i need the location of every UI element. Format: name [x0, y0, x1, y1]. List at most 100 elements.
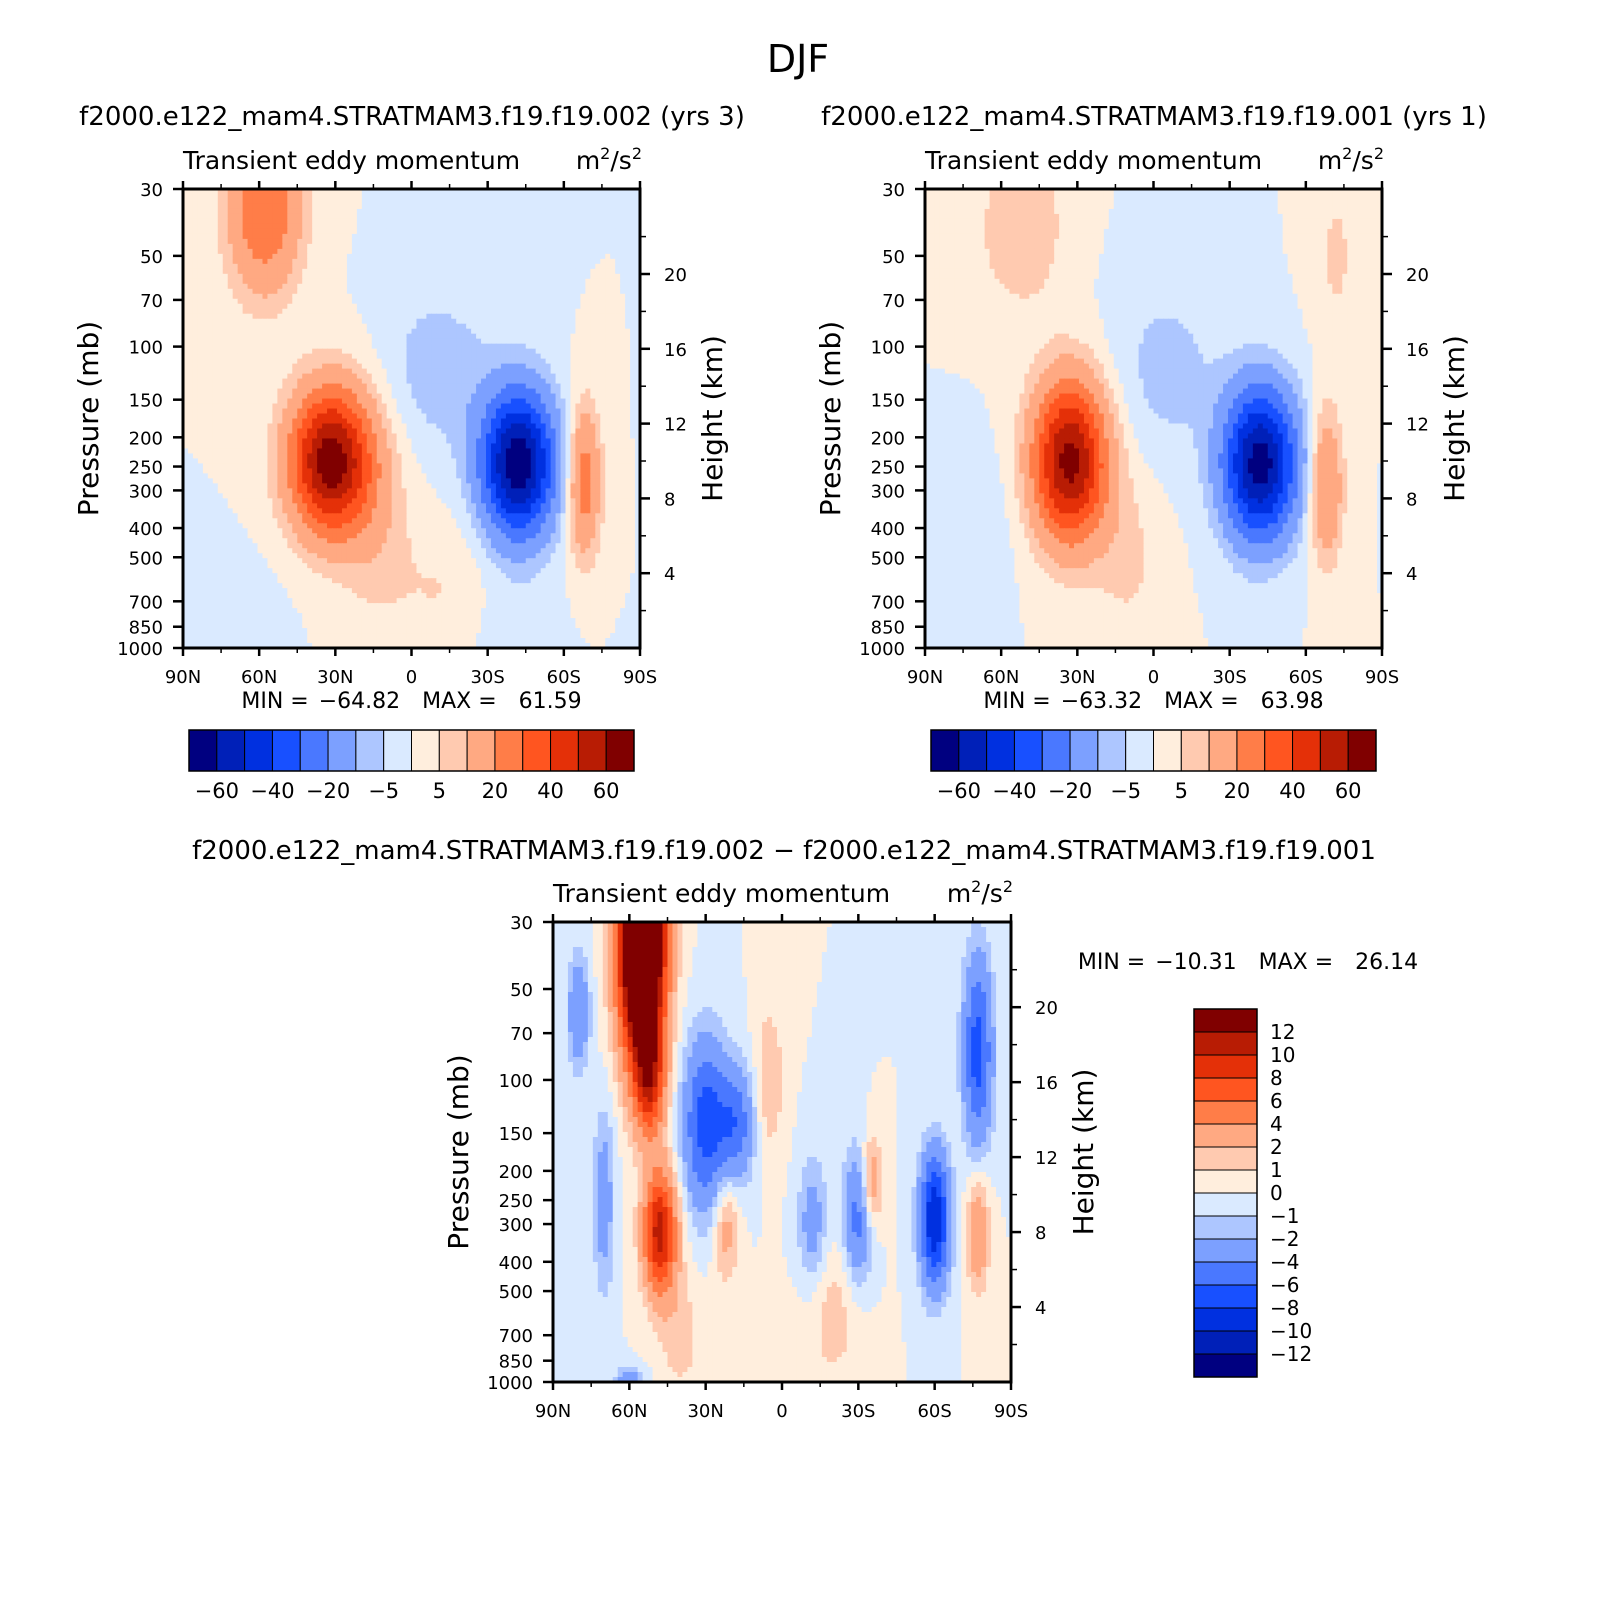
colorbar-box [495, 730, 523, 771]
x-tick-label: 30N [687, 1401, 723, 1422]
y-axis-label: Pressure (mb) [442, 1054, 475, 1249]
max-label: MAX = [1164, 689, 1239, 714]
contour-field [553, 922, 1012, 1383]
x-tick-label: 0 [406, 667, 417, 688]
y-tick-label: 100 [499, 1071, 533, 1092]
colorbar-label: 10 [1270, 1043, 1295, 1067]
colorbar-box [300, 730, 328, 771]
y-tick-label: 300 [871, 481, 905, 502]
units-base-exp: 2 [971, 877, 981, 896]
x-tick-label: 60S [547, 667, 581, 688]
colorbar-box [412, 730, 440, 771]
max-value: 61.59 [519, 689, 582, 714]
height-tick-label: 4 [664, 564, 675, 585]
min-value: −63.32 [1061, 689, 1142, 714]
x-tick-label: 60S [1289, 667, 1323, 688]
height-tick-label: 8 [1406, 489, 1417, 510]
colorbar-label: 60 [593, 779, 620, 803]
y-tick-label: 150 [871, 391, 905, 412]
max-label: MAX = [1259, 950, 1334, 975]
height-tick-label: 16 [1035, 1073, 1058, 1094]
colorbar-box [439, 730, 467, 771]
x-tick-label: 30N [1059, 667, 1095, 688]
units-base-exp: 2 [1342, 144, 1352, 163]
height-tick-label: 8 [1035, 1223, 1046, 1244]
y-tick-label: 30 [140, 180, 163, 201]
x-tick-label: 90N [907, 667, 943, 688]
colorbar-box [578, 730, 606, 771]
y-tick-label: 200 [129, 428, 163, 449]
min-value: −10.31 [1155, 950, 1236, 975]
y-tick-label: 500 [871, 548, 905, 569]
units-label: m2/s2 [576, 144, 642, 175]
height-tick-label: 4 [1035, 1298, 1046, 1319]
x-tick-label: 90N [165, 667, 201, 688]
colorbar-label: 12 [1270, 1020, 1295, 1044]
colorbar-box [1194, 1239, 1257, 1262]
x-tick-label: 90S [1365, 667, 1399, 688]
figure: DJF f2000.e122_mam4.STRATMAM3.f19.f19.00… [0, 0, 1597, 1599]
units-base: m [576, 146, 600, 175]
colorbar-box [189, 730, 217, 771]
page-title: DJF [767, 37, 829, 81]
colorbar-label: −20 [1048, 779, 1092, 803]
height-tick-label: 20 [1406, 265, 1429, 286]
colorbar-box [1098, 730, 1126, 771]
case-label: f2000.e122_mam4.STRATMAM3.f19.f19.001 (y… [821, 102, 1487, 132]
units-sep-exp: 2 [632, 144, 642, 163]
colorbar-box [1194, 1170, 1257, 1193]
y-tick-label: 700 [871, 592, 905, 613]
units-label: m2/s2 [1318, 144, 1384, 175]
colorbar-label: −20 [306, 779, 350, 803]
units-sep: /s [610, 146, 631, 175]
x-tick-label: 90S [994, 1401, 1028, 1422]
colorbar-label: −5 [368, 779, 399, 803]
colorbar-box [245, 730, 273, 771]
colorbar-box [987, 730, 1015, 771]
y-axis-label: Pressure (mb) [72, 321, 105, 516]
colorbar-box [1194, 1331, 1257, 1354]
y-tick-label: 850 [871, 618, 905, 639]
colorbar-box [1194, 1055, 1257, 1078]
colorbar-label: 40 [537, 779, 564, 803]
colorbar-box [1265, 730, 1293, 771]
contour-field [183, 189, 641, 649]
y-tick-label: 150 [499, 1124, 533, 1145]
y-tick-label: 250 [871, 458, 905, 479]
colorbar-label: −5 [1110, 779, 1141, 803]
y-axis-label: Pressure (mb) [814, 321, 847, 516]
units-base: m [947, 879, 971, 908]
colorbar-label: −4 [1270, 1250, 1299, 1274]
colorbar-label: −6 [1270, 1273, 1299, 1297]
plot-title: Transient eddy momentum [924, 146, 1262, 175]
y-tick-label: 30 [882, 180, 905, 201]
y-tick-label: 200 [871, 428, 905, 449]
colorbar-label: −40 [250, 779, 294, 803]
colorbar-box [606, 730, 634, 771]
x-tick-label: 60N [611, 1401, 647, 1422]
colorbar-box [1209, 730, 1237, 771]
plot-title: Transient eddy momentum [552, 879, 890, 908]
colorbar-box [1194, 1147, 1257, 1170]
units-base: m [1318, 146, 1342, 175]
colorbar-box [1320, 730, 1348, 771]
y-tick-label: 400 [871, 519, 905, 540]
colorbar-label: 5 [433, 779, 446, 803]
colorbar-box [1154, 730, 1182, 771]
min-label: MIN = [1078, 950, 1145, 975]
x-tick-label: 60N [983, 667, 1019, 688]
units-sep-exp: 2 [1003, 877, 1013, 896]
x-tick-label: 90S [623, 667, 657, 688]
y-tick-label: 300 [499, 1215, 533, 1236]
min-label: MIN = [241, 689, 308, 714]
colorbar-box [1194, 1078, 1257, 1101]
colorbar-label: 6 [1270, 1089, 1283, 1113]
y-tick-label: 500 [499, 1282, 533, 1303]
x-tick-label: 0 [1148, 667, 1159, 688]
contour-field [925, 189, 1383, 649]
colorbar-label: 1 [1270, 1158, 1283, 1182]
y-tick-label: 500 [129, 548, 163, 569]
colorbar-label: −10 [1270, 1319, 1312, 1343]
y-tick-label: 850 [129, 618, 163, 639]
y-tick-label: 50 [510, 980, 533, 1001]
